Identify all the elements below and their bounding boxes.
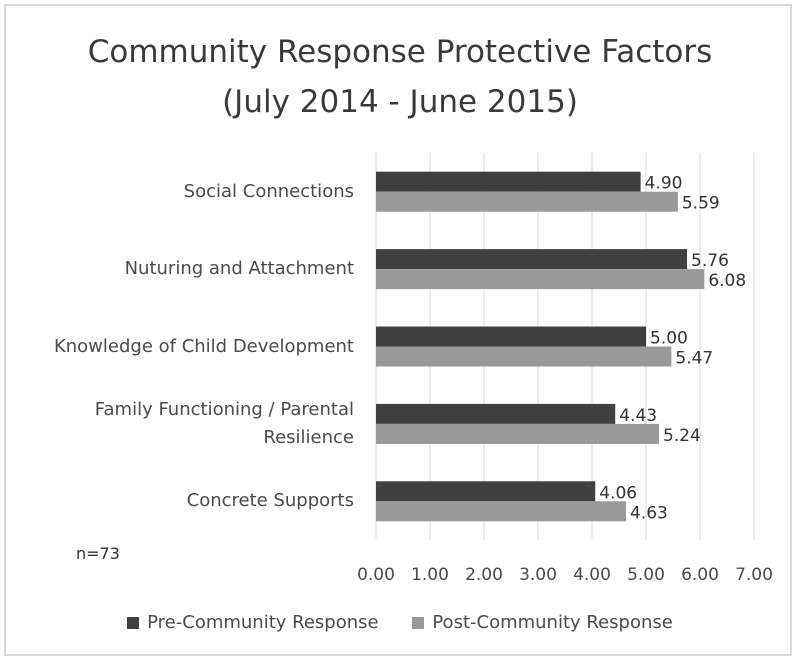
- x-tick-label: 5.00: [627, 565, 665, 585]
- legend-item-pre: Pre-Community Response: [127, 612, 379, 633]
- legend-label-post: Post-Community Response: [432, 612, 673, 633]
- category-label-line: Concrete Supports: [186, 490, 354, 512]
- category-label-line: Social Connections: [183, 180, 354, 202]
- x-tick-label: 3.00: [519, 565, 557, 585]
- category-label: Nuturing and Attachment: [125, 255, 354, 283]
- category-label: Family Functioning / Parental Resilience: [95, 396, 354, 452]
- category-label-line: Nuturing and Attachment: [124, 258, 354, 280]
- x-tick-label: 7.00: [735, 565, 773, 585]
- data-label: 5.00: [650, 329, 688, 349]
- chart-title: Community Response Protective Factors: [87, 34, 713, 70]
- data-label: 4.63: [630, 503, 668, 523]
- category-label: Concrete Supports: [187, 487, 354, 515]
- category-label-line: Family Functioning / Parental: [94, 398, 354, 420]
- category-label: Social Connections: [184, 178, 354, 206]
- bar-pre: [376, 481, 596, 502]
- data-label: 4.06: [599, 483, 637, 503]
- legend: Pre-Community Response Post-Community Re…: [0, 612, 800, 634]
- x-tick-label: 1.00: [411, 565, 449, 585]
- category-label-line: Resilience: [263, 426, 354, 448]
- data-label: 4.90: [645, 174, 683, 194]
- x-tick-label: 4.00: [573, 565, 611, 585]
- legend-swatch-post: [412, 616, 425, 629]
- bar-post: [376, 346, 672, 367]
- x-tick-label: 0.00: [357, 565, 395, 585]
- data-label: 6.08: [708, 271, 746, 291]
- data-label: 5.76: [691, 251, 729, 271]
- legend-label-pre: Pre-Community Response: [147, 612, 379, 633]
- data-label: 4.43: [619, 406, 657, 426]
- bar-pre: [376, 326, 646, 347]
- category-label: Knowledge of Child Development: [54, 333, 354, 361]
- data-label: 5.47: [675, 349, 713, 369]
- bar-post: [376, 501, 627, 522]
- category-label-line: Knowledge of Child Development: [53, 335, 354, 357]
- bar-post: [376, 269, 705, 290]
- data-label: 5.24: [663, 426, 701, 446]
- chart-subtitle: (July 2014 - June 2015): [222, 84, 578, 120]
- bar-pre: [376, 171, 641, 192]
- bar-pre: [376, 249, 688, 270]
- x-tick-label: 6.00: [681, 565, 719, 585]
- bar-pre: [376, 403, 616, 424]
- sample-size-note: n=73: [76, 544, 120, 563]
- bar-post: [376, 423, 659, 444]
- x-tick-label: 2.00: [465, 565, 503, 585]
- bar-post: [376, 191, 678, 212]
- legend-swatch-pre: [127, 616, 140, 629]
- legend-item-post: Post-Community Response: [412, 612, 673, 633]
- data-label: 5.59: [682, 194, 720, 214]
